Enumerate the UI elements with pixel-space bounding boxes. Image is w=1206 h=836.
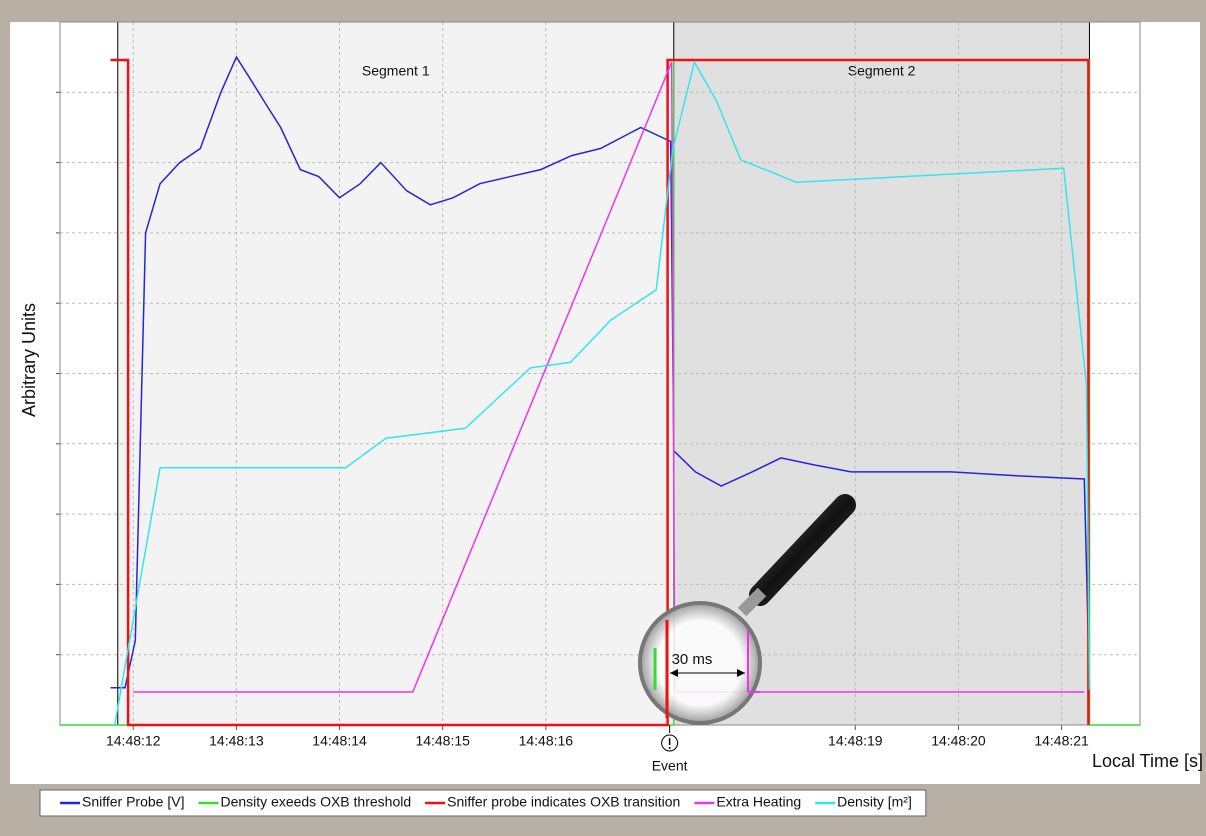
segment-label: Segment 2 xyxy=(848,63,916,79)
page: Segment 1 Segment 2 14:48:12 14:48:13 14:48:… xyxy=(0,0,1206,836)
x-tick-label: 14:48:20 xyxy=(931,733,986,749)
segment-label: Segment 1 xyxy=(362,63,430,79)
zoom-label: 30 ms xyxy=(672,651,713,668)
x-tick-label: 14:48:16 xyxy=(519,733,574,749)
x-tick-label: 14:48:15 xyxy=(415,733,470,749)
legend-label: Density exeeds OXB threshold xyxy=(220,794,411,810)
y-axis-label: Arbitrary Units xyxy=(19,303,39,417)
x-axis-label: Local Time [s] xyxy=(1092,751,1203,771)
legend-label: Sniffer probe indicates OXB transition xyxy=(447,794,680,810)
x-tick-label: 14:48:21 xyxy=(1034,733,1089,749)
legend-label: Density [m²] xyxy=(837,794,912,810)
x-tick-label: 14:48:13 xyxy=(209,733,264,749)
x-tick-label: 14:48:12 xyxy=(106,733,161,749)
event-label: Event xyxy=(652,758,688,774)
x-tick-label: 14:48:14 xyxy=(312,733,367,749)
chart: Segment 1 Segment 2 14:48:12 14:48:13 14:48:… xyxy=(0,0,1206,831)
legend-label: Sniffer Probe [V] xyxy=(82,794,184,810)
x-tick-label: 14:48:19 xyxy=(828,733,883,749)
event-icon xyxy=(669,747,671,749)
legend-label: Extra Heating xyxy=(716,794,801,810)
